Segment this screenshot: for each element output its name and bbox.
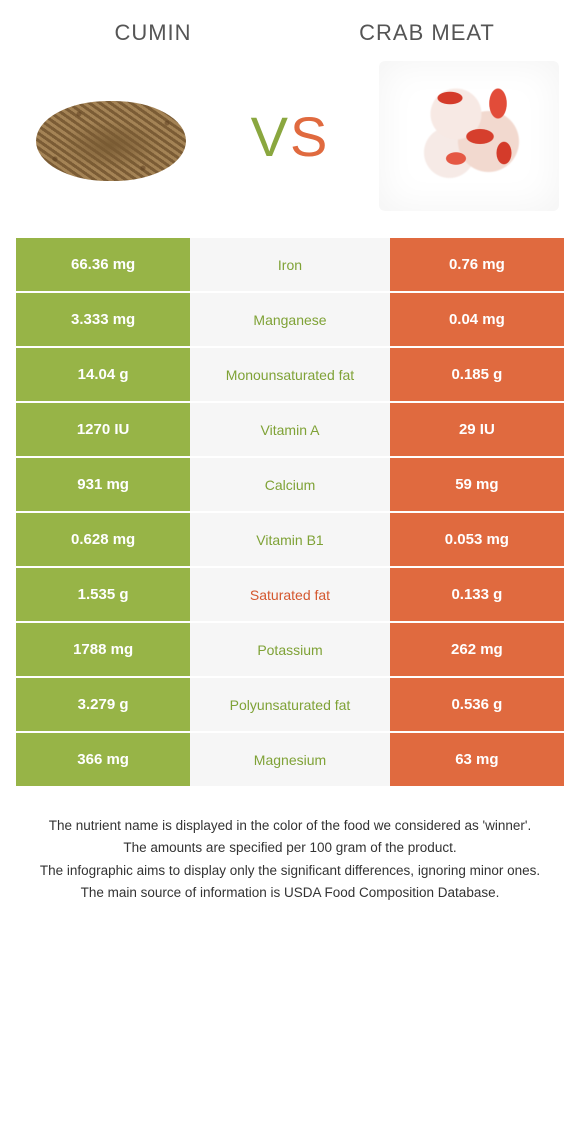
left-value: 931 mg — [16, 458, 190, 511]
footer-line-1: The nutrient name is displayed in the co… — [20, 816, 560, 836]
nutrient-label: Magnesium — [190, 733, 390, 786]
nutrient-label: Saturated fat — [190, 568, 390, 621]
right-food-title: Crab meat — [290, 20, 564, 46]
left-value: 3.279 g — [16, 678, 190, 731]
right-value: 0.76 mg — [390, 238, 564, 291]
crab-meat-image — [374, 56, 564, 216]
table-row: 3.279 gPolyunsaturated fat0.536 g — [16, 678, 564, 731]
table-row: 0.628 mgVitamin B10.053 mg — [16, 513, 564, 566]
vs-v: V — [251, 105, 290, 168]
nutrient-label: Vitamin B1 — [190, 513, 390, 566]
table-row: 1270 IUVitamin A29 IU — [16, 403, 564, 456]
cumin-icon — [31, 76, 191, 196]
image-row: VS — [16, 56, 564, 216]
nutrient-label: Manganese — [190, 293, 390, 346]
crab-icon — [379, 61, 559, 211]
nutrient-label: Potassium — [190, 623, 390, 676]
table-row: 14.04 gMonounsaturated fat0.185 g — [16, 348, 564, 401]
left-value: 1.535 g — [16, 568, 190, 621]
left-value: 0.628 mg — [16, 513, 190, 566]
vs-s: S — [290, 105, 329, 168]
nutrient-table: 66.36 mgIron0.76 mg3.333 mgManganese0.04… — [16, 236, 564, 788]
right-value: 59 mg — [390, 458, 564, 511]
footer-line-2: The amounts are specified per 100 gram o… — [20, 838, 560, 858]
right-value: 0.185 g — [390, 348, 564, 401]
right-value: 63 mg — [390, 733, 564, 786]
left-value: 66.36 mg — [16, 238, 190, 291]
left-value: 14.04 g — [16, 348, 190, 401]
nutrient-label: Vitamin A — [190, 403, 390, 456]
nutrient-label: Polyunsaturated fat — [190, 678, 390, 731]
right-value: 0.04 mg — [390, 293, 564, 346]
nutrient-label: Calcium — [190, 458, 390, 511]
right-value: 0.053 mg — [390, 513, 564, 566]
vs-label: VS — [251, 104, 330, 169]
right-value: 0.133 g — [390, 568, 564, 621]
left-value: 1270 IU — [16, 403, 190, 456]
table-row: 1788 mgPotassium262 mg — [16, 623, 564, 676]
left-food-title: Cumin — [16, 20, 290, 46]
left-value: 1788 mg — [16, 623, 190, 676]
footer-line-4: The main source of information is USDA F… — [20, 883, 560, 903]
table-row: 1.535 gSaturated fat0.133 g — [16, 568, 564, 621]
header: Cumin Crab meat — [16, 20, 564, 46]
right-value: 0.536 g — [390, 678, 564, 731]
right-value: 262 mg — [390, 623, 564, 676]
table-row: 931 mgCalcium59 mg — [16, 458, 564, 511]
right-value: 29 IU — [390, 403, 564, 456]
nutrient-label: Monounsaturated fat — [190, 348, 390, 401]
table-row: 3.333 mgManganese0.04 mg — [16, 293, 564, 346]
table-row: 366 mgMagnesium63 mg — [16, 733, 564, 786]
left-value: 3.333 mg — [16, 293, 190, 346]
nutrient-label: Iron — [190, 238, 390, 291]
footer-line-3: The infographic aims to display only the… — [20, 861, 560, 881]
cumin-image — [16, 56, 206, 216]
left-value: 366 mg — [16, 733, 190, 786]
footer-notes: The nutrient name is displayed in the co… — [16, 816, 564, 903]
table-row: 66.36 mgIron0.76 mg — [16, 238, 564, 291]
